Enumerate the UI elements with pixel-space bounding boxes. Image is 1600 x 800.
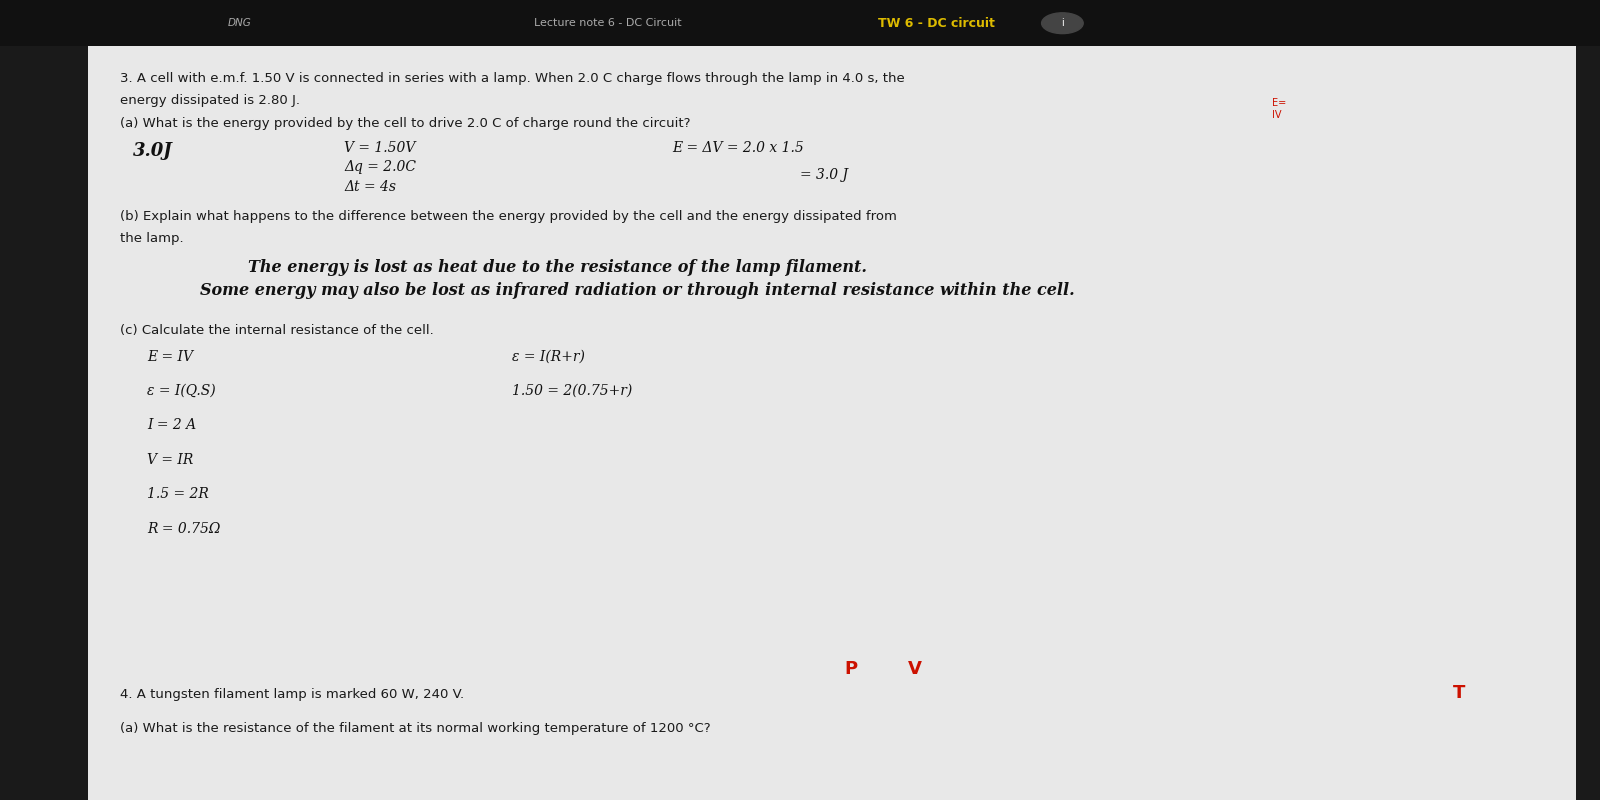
Text: 3. A cell with e.m.f. 1.50 V is connected in series with a lamp. When 2.0 C char: 3. A cell with e.m.f. 1.50 V is connecte…	[120, 72, 904, 85]
Text: energy dissipated is 2.80 J.: energy dissipated is 2.80 J.	[120, 94, 301, 107]
Text: TW 6 - DC circuit: TW 6 - DC circuit	[877, 17, 995, 30]
Text: E=
IV: E= IV	[1272, 98, 1286, 120]
Text: (a) What is the resistance of the filament at its normal working temperature of : (a) What is the resistance of the filame…	[120, 722, 710, 734]
Bar	[0, 0, 1600, 46]
Text: (b) Explain what happens to the difference between the energy provided by the ce: (b) Explain what happens to the differen…	[120, 210, 898, 222]
Text: V: V	[909, 660, 922, 678]
Text: ε = I(Q.S): ε = I(Q.S)	[147, 384, 216, 398]
Text: T: T	[1453, 684, 1466, 702]
Text: Δq = 2.0C: Δq = 2.0C	[344, 160, 416, 174]
Text: I = 2 A: I = 2 A	[147, 418, 197, 432]
Text: P: P	[845, 660, 858, 678]
Text: 1.5 = 2R: 1.5 = 2R	[147, 487, 210, 501]
Text: Some energy may also be lost as infrared radiation or through internal resistanc: Some energy may also be lost as infrared…	[200, 282, 1075, 298]
Text: (a) What is the energy provided by the cell to drive 2.0 C of charge round the c: (a) What is the energy provided by the c…	[120, 117, 691, 130]
Text: the lamp.: the lamp.	[120, 232, 184, 245]
Text: R = 0.75Ω: R = 0.75Ω	[147, 522, 221, 536]
Text: 1.50 = 2(0.75+r): 1.50 = 2(0.75+r)	[512, 384, 632, 398]
Text: V = IR: V = IR	[147, 453, 194, 467]
Text: = 3.0 J: = 3.0 J	[800, 168, 848, 182]
Text: Lecture note 6 - DC Circuit: Lecture note 6 - DC Circuit	[534, 18, 682, 28]
Text: 4. A tungsten filament lamp is marked 60 W, 240 V.: 4. A tungsten filament lamp is marked 60…	[120, 688, 464, 701]
Text: Δt = 4s: Δt = 4s	[344, 180, 397, 194]
Text: DNG: DNG	[229, 18, 251, 28]
Text: 3.0J: 3.0J	[133, 142, 173, 161]
Circle shape	[1042, 13, 1083, 34]
Text: E = IV: E = IV	[147, 350, 194, 363]
Text: ε = I(R+r): ε = I(R+r)	[512, 350, 586, 363]
Text: The energy is lost as heat due to the resistance of the lamp filament.: The energy is lost as heat due to the re…	[248, 259, 867, 276]
Text: V = 1.50V: V = 1.50V	[344, 141, 416, 155]
Text: i: i	[1061, 18, 1064, 28]
Text: (c) Calculate the internal resistance of the cell.: (c) Calculate the internal resistance of…	[120, 324, 434, 337]
Text: E = ΔV = 2.0 x 1.5: E = ΔV = 2.0 x 1.5	[672, 141, 803, 155]
